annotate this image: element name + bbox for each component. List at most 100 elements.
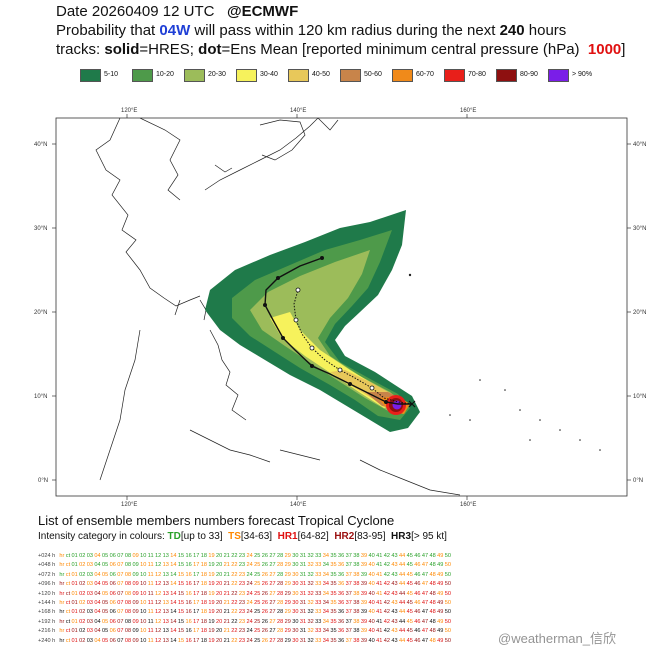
dot-label: dot — [198, 41, 222, 58]
member-number: 35 — [330, 628, 337, 635]
pressure-value: 1000 — [587, 41, 622, 58]
member-number: 50 — [444, 609, 451, 616]
member-number: 49 — [437, 628, 444, 635]
member-number: 09 — [132, 609, 139, 616]
member-number: 33 — [315, 628, 322, 635]
member-number: 12 — [154, 637, 162, 644]
member-number: 04 — [94, 590, 101, 597]
control-tag: ct — [65, 618, 71, 625]
member-number: 19 — [208, 581, 215, 588]
member-number: 01 — [71, 562, 78, 569]
member-number: 40 — [368, 581, 375, 588]
member-number: 21 — [223, 599, 230, 606]
member-number: 36 — [337, 581, 345, 588]
member-number: 30 — [292, 609, 299, 616]
member-number: 08 — [124, 562, 132, 569]
member-number: 16 — [185, 581, 192, 588]
member-number: 22 — [231, 637, 238, 644]
member-row: +024 h hrct010203040506070809101112131415… — [38, 552, 658, 561]
member-number: 20 — [215, 618, 223, 625]
member-number: 46 — [414, 571, 421, 578]
member-number: 16 — [185, 618, 192, 625]
member-number: 32 — [307, 590, 314, 597]
member-number: 10 — [140, 571, 147, 578]
member-number: 46 — [414, 609, 421, 616]
member-number: 04 — [94, 562, 101, 569]
member-number: 31 — [299, 637, 307, 644]
member-number: 39 — [360, 571, 368, 578]
member-number: 18 — [200, 618, 207, 625]
member-number: 09 — [132, 599, 139, 606]
legend-label: 50-60 — [364, 71, 382, 78]
lat-label-left: 20°N — [34, 310, 47, 316]
member-number: 26 — [261, 637, 268, 644]
member-table: +024 h hrct010203040506070809101112131415… — [38, 552, 658, 646]
member-number: 34 — [322, 637, 329, 644]
header-date: Date 20260409 12 UTC — [56, 3, 215, 20]
member-number: 11 — [147, 581, 154, 588]
member-number: 22 — [231, 562, 238, 569]
member-number: 39 — [360, 553, 368, 559]
member-number: 15 — [177, 618, 185, 625]
member-number: 06 — [109, 562, 116, 569]
member-number: 20 — [215, 571, 223, 578]
member-number: 33 — [315, 562, 322, 569]
member-number: 34 — [322, 609, 329, 616]
member-number: 19 — [208, 628, 215, 635]
member-number: 48 — [429, 553, 436, 559]
member-number: 15 — [177, 571, 185, 578]
member-number: 37 — [345, 609, 352, 616]
lon-label-top: 160°E — [460, 108, 476, 114]
member-number: 12 — [154, 562, 162, 569]
member-number: 24 — [246, 609, 253, 616]
member-number: 44 — [398, 571, 406, 578]
lead-time: +144 h — [38, 599, 56, 606]
member-number: 39 — [360, 590, 368, 597]
member-number: 30 — [292, 571, 299, 578]
member-number: 12 — [154, 609, 162, 616]
member-number: 07 — [117, 599, 124, 606]
member-number: 06 — [109, 637, 116, 644]
member-number: 05 — [102, 609, 109, 616]
member-number: 33 — [315, 637, 322, 644]
member-number: 11 — [147, 637, 154, 644]
member-row: +216 h hrct010203040506070809101112131415… — [38, 627, 658, 636]
member-number: 18 — [200, 562, 207, 569]
member-number: 03 — [86, 571, 93, 578]
member-number: 22 — [231, 553, 238, 559]
control-tag: ct — [65, 581, 71, 588]
member-number: 25 — [254, 581, 261, 588]
member-number: 14 — [170, 562, 177, 569]
hres-tag: hr — [59, 609, 65, 616]
member-number: 34 — [322, 628, 329, 635]
member-number: 34 — [322, 553, 329, 559]
member-number: 13 — [162, 628, 169, 635]
member-number: 49 — [437, 590, 444, 597]
member-number: 17 — [193, 609, 200, 616]
member-number: 03 — [86, 581, 93, 588]
legend-swatch — [236, 69, 257, 82]
member-number: 11 — [147, 618, 154, 625]
member-number: 46 — [414, 562, 421, 569]
member-number: 05 — [102, 618, 109, 625]
member-number: 24 — [246, 581, 253, 588]
member-number: 08 — [124, 599, 132, 606]
lead-time: +216 h — [38, 628, 56, 635]
member-row: +168 h hrct010203040506070809101112131415… — [38, 608, 658, 617]
member-number: 43 — [391, 628, 398, 635]
member-number: 49 — [437, 553, 444, 559]
member-number: 26 — [261, 609, 268, 616]
watermark: @weatherman_信欣 — [498, 631, 616, 646]
member-number: 24 — [246, 553, 253, 559]
member-number: 14 — [170, 637, 177, 644]
member-number: 12 — [154, 599, 162, 606]
member-number: 45 — [406, 628, 413, 635]
member-number: 07 — [117, 628, 124, 635]
member-number: 20 — [215, 599, 223, 606]
category-hr2-range: [83-95] — [354, 531, 386, 542]
member-number: 11 — [147, 553, 154, 559]
member-number: 41 — [376, 628, 383, 635]
member-number: 35 — [330, 590, 337, 597]
member-number: 38 — [353, 571, 360, 578]
member-number: 33 — [315, 581, 322, 588]
